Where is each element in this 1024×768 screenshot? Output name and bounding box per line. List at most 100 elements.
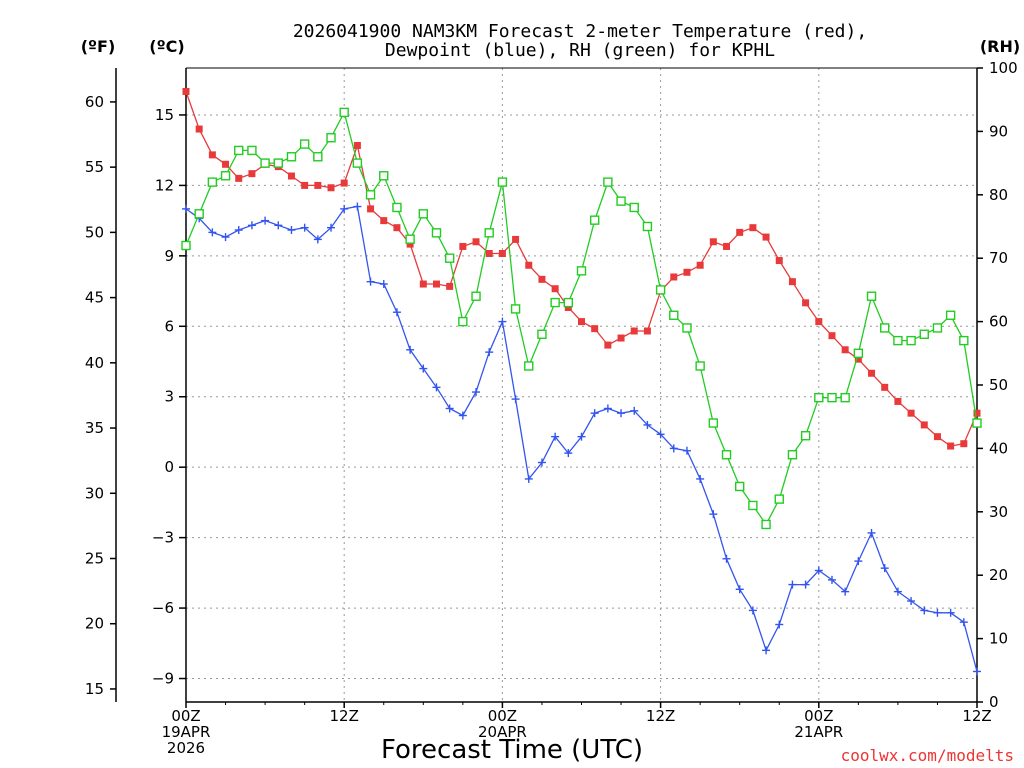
rh-tick-label: 50: [989, 376, 1008, 394]
rh-point: [616, 196, 626, 206]
rh-point: [972, 418, 982, 428]
temperature-point: [591, 325, 599, 333]
temperature-point: [894, 397, 902, 405]
dewpoint-point: [300, 223, 309, 232]
rh-point: [524, 361, 534, 371]
temperature-point: [380, 217, 388, 225]
temperature-point: [340, 179, 348, 187]
dewpoint-point: [458, 411, 467, 420]
x-axis-title: Forecast Time (UTC): [381, 735, 643, 765]
dewpoint-point: [788, 580, 797, 589]
dewpoint-point: [893, 587, 902, 596]
rh-tick-label: 60: [989, 313, 1008, 331]
dewpoint-point: [564, 449, 573, 458]
rh-tick-label: 70: [989, 249, 1008, 267]
rh-point: [313, 152, 323, 162]
rh-point: [286, 152, 297, 162]
rh-point: [247, 145, 257, 156]
dewpoint-point: [762, 646, 771, 655]
temperature-point: [182, 87, 190, 95]
temperature-point: [841, 346, 849, 354]
rh-point: [893, 335, 903, 346]
temperature-point: [881, 383, 889, 391]
temperature-point: [551, 285, 559, 293]
celsius-tick-label: 15: [155, 106, 174, 124]
rh-point: [510, 304, 521, 314]
chart-title-line1: 2026041900 NAM3KM Forecast 2-meter Tempe…: [293, 21, 867, 42]
rh-point: [550, 297, 560, 308]
rh-point: [365, 190, 376, 200]
celsius-tick-label: −6: [152, 599, 174, 617]
rh-point: [932, 323, 943, 333]
x-tick-label: 12Z: [646, 707, 675, 725]
fahrenheit-tick-label: 15: [85, 680, 104, 698]
rh-point: [695, 361, 705, 371]
temperature-point: [538, 275, 546, 283]
rh-point: [326, 133, 336, 143]
dewpoint-point: [669, 444, 678, 453]
rh-point: [906, 335, 916, 346]
temperature-point: [868, 369, 876, 377]
rh-point: [603, 177, 613, 187]
temperature-point: [630, 327, 638, 335]
x-tick-label: 19APR: [162, 723, 211, 741]
dewpoint-point: [485, 348, 494, 357]
x-tick-label: 2026: [167, 739, 205, 757]
fahrenheit-tick-label: 45: [85, 289, 104, 307]
temperature-point: [762, 233, 770, 241]
dewpoint-point: [577, 432, 586, 441]
rh-point: [866, 291, 877, 301]
celsius-tick-label: 0: [164, 458, 174, 476]
rh-tick-label: 40: [989, 439, 1008, 457]
rh-point: [576, 266, 587, 276]
dewpoint-point: [696, 474, 705, 483]
series-layer: [181, 87, 982, 676]
rh-tick-label: 20: [989, 566, 1008, 584]
fahrenheit-tick-label: 25: [85, 550, 104, 568]
rh-point: [379, 171, 389, 181]
rh-tick-label: 100: [989, 59, 1018, 77]
temperature-point: [723, 242, 731, 250]
x-tick-label: 20APR: [478, 723, 527, 741]
rh-point: [431, 228, 442, 238]
rh-point: [642, 221, 653, 232]
temperature-point: [287, 172, 295, 180]
temperature-point: [248, 170, 256, 178]
temperature-point: [604, 341, 612, 349]
rh-point: [484, 228, 494, 238]
rh-point: [589, 215, 600, 225]
x-tick-label: 12Z: [962, 707, 991, 725]
temperature-point: [406, 240, 414, 248]
temperature-point: [854, 355, 862, 363]
x-tick-label: 00Z: [488, 707, 517, 725]
temperature-point: [235, 174, 243, 182]
celsius-tick-label: 6: [164, 317, 174, 335]
gridlines: [186, 68, 977, 702]
rh-point: [181, 240, 191, 251]
temperature-point: [327, 184, 335, 192]
rh-point: [827, 392, 837, 403]
temperature-point: [736, 228, 744, 236]
dewpoint-point: [827, 575, 836, 584]
axis-ticks: −9 −6 −3 0 3 6 9 12 15 15 20 25 30 35 40 45 50 55 60 0 10 20 3…: [85, 59, 1018, 757]
dewpoint-point: [498, 317, 507, 326]
rh-point: [655, 285, 666, 295]
rh-unit-label: (RH): [980, 37, 1020, 56]
temperature-point: [749, 224, 757, 232]
dewpoint-point: [419, 364, 428, 373]
rh-point: [814, 392, 824, 403]
dewpoint-point: [551, 432, 560, 441]
temperature-point: [512, 235, 520, 243]
dewpoint-point: [775, 620, 784, 629]
celsius-tick-label: 9: [164, 247, 174, 265]
temperature-point: [802, 299, 810, 307]
temperature-point: [696, 261, 704, 269]
dewpoint-point: [590, 409, 599, 418]
dewpoint-point: [867, 528, 876, 537]
dewpoint-point: [709, 510, 718, 519]
dewpoint-point: [722, 554, 731, 563]
fahrenheit-tick-label: 60: [85, 93, 104, 111]
temperature-point: [775, 257, 783, 265]
rh-point: [721, 450, 732, 460]
rh-point: [761, 519, 771, 530]
